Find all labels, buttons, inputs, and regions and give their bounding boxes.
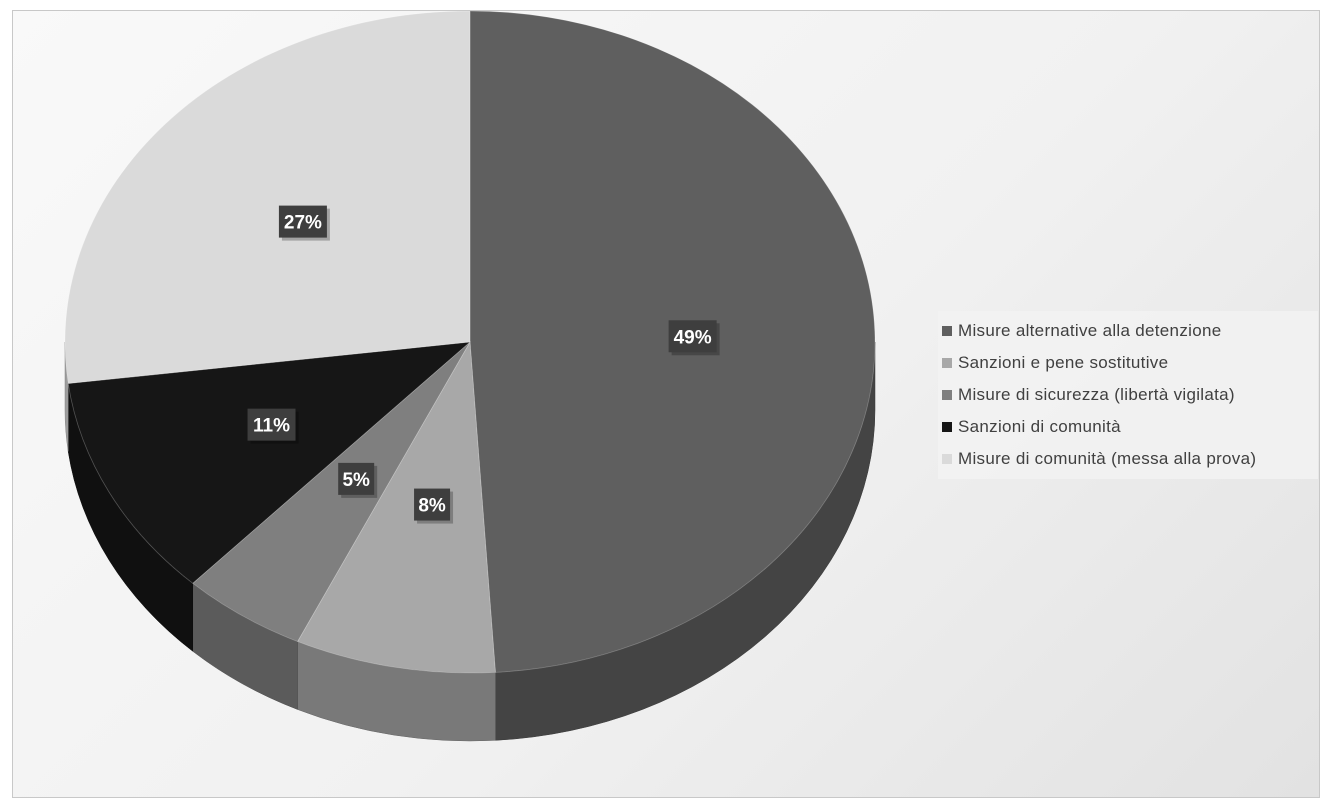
pie-slice (64, 11, 471, 384)
pie-tops (64, 11, 876, 674)
legend-label: Sanzioni e pene sostitutive (958, 353, 1169, 372)
legend-label: Misure di comunità (messa alla prova) (958, 449, 1257, 468)
legend-item: Misure di sicurezza (libertà vigilata) (938, 379, 1318, 411)
data-label: 27% (284, 213, 322, 234)
chart-area: 49% 8% 5% 11% 27% Misure alternative alla de… (12, 10, 1320, 798)
data-label: 8% (418, 496, 446, 517)
pie-slice (192, 341, 471, 642)
legend-swatch (942, 358, 952, 368)
data-label-box (247, 408, 296, 441)
legend-label: Sanzioni di comunità (958, 417, 1121, 436)
legend-label: Misure alternative alla detenzione (958, 321, 1222, 340)
legend-item: Misure di comunità (messa alla prova) (938, 443, 1318, 475)
legend-item: Misure alternative alla detenzione (938, 315, 1318, 347)
data-label: 11% (253, 416, 290, 437)
pie-slice (67, 341, 472, 584)
data-label-box (338, 462, 375, 495)
legend-item: Sanzioni di comunità (938, 411, 1318, 443)
data-label-box (414, 488, 451, 521)
pie-data-labels: 49% 8% 5% 11% 27% (247, 205, 720, 524)
pie-slice (296, 340, 496, 674)
legend-swatch (942, 326, 952, 336)
legend-label: Misure di sicurezza (libertà vigilata) (958, 385, 1235, 404)
data-label: 49% (674, 327, 712, 348)
pie-sides (64, 341, 876, 742)
legend: Misure alternative alla detenzione Sanzi… (938, 311, 1318, 479)
data-label: 5% (342, 470, 370, 491)
legend-swatch (942, 454, 952, 464)
data-label-box (278, 205, 327, 238)
legend-swatch (942, 390, 952, 400)
legend-swatch (942, 422, 952, 432)
pie-chart: 49% 8% 5% 11% 27% (64, 11, 876, 742)
data-label-box (668, 320, 717, 353)
legend-item: Sanzioni e pene sostitutive (938, 347, 1318, 379)
